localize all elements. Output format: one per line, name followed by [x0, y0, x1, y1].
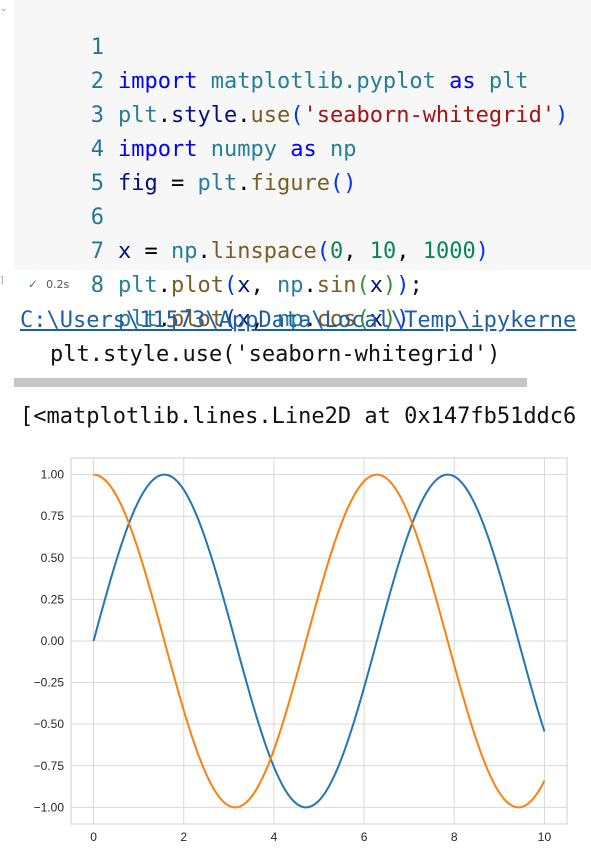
line-number: 7: [90, 239, 104, 264]
y-tick-label: −0.75: [34, 759, 65, 773]
code-cell[interactable]: ⌄ 1 import matplotlib.pyplot as plt 2 pl…: [0, 0, 591, 332]
execution-count-bracket: ]: [0, 276, 4, 286]
code-line[interactable]: 2 plt.style.use('seaborn-whitegrid'): [14, 31, 569, 128]
warning-file-link[interactable]: C:\Users\11573\AppData\Local\Temp\ipyker…: [20, 308, 577, 333]
output-result-text: [<matplotlib.lines.Line2D at 0x147fb51dd…: [20, 404, 577, 429]
line-number: 1: [90, 35, 104, 60]
line-number: 4: [90, 137, 104, 162]
cos-series-line: [93, 473, 546, 809]
code-line[interactable]: 5: [14, 133, 104, 196]
code-editor[interactable]: 1 import matplotlib.pyplot as plt 2 plt.…: [14, 0, 591, 332]
line-chart: 0 2 4 6 8 10 1.00 0.75 0.50 0.25 0.00 −0.25 −0.50 −0.…: [0, 446, 591, 858]
code-line[interactable]: 1 import matplotlib.pyplot as plt: [14, 0, 529, 94]
x-tick-label: 8: [451, 830, 458, 844]
y-tick-label: 0.25: [41, 592, 65, 606]
x-tick-label: 10: [538, 830, 552, 844]
chevron-down-icon[interactable]: ⌄: [0, 4, 8, 14]
code-line[interactable]: 4 fig = plt.figure(): [14, 99, 357, 196]
check-icon: ✓: [28, 277, 39, 291]
code-line[interactable]: 7 plt.plot(x, np.sin(x));: [14, 201, 423, 298]
y-tick-label: −1.00: [34, 800, 65, 814]
cell-status: ✓ 0.2s: [28, 276, 69, 292]
y-tick-label: 1.00: [41, 468, 65, 482]
x-tick-label: 2: [180, 830, 187, 844]
y-tick-label: −0.25: [34, 676, 65, 690]
y-tick-label: 0.50: [41, 551, 65, 565]
code-line[interactable]: 3 import numpy as np: [14, 65, 357, 162]
y-tick-label: 0.75: [41, 509, 65, 523]
code-line[interactable]: 6 x = np.linspace(0, 10, 1000): [14, 167, 489, 264]
line-number: 6: [90, 205, 104, 230]
x-tick-label: 0: [90, 830, 97, 844]
line-number: 5: [90, 171, 104, 196]
y-tick-label: −0.50: [34, 717, 65, 731]
line-number: 3: [90, 103, 104, 128]
y-tick-label: 0.00: [41, 634, 65, 648]
warning-code-line: plt.style.use('seaborn-whitegrid'): [50, 342, 501, 367]
line-number: 8: [90, 273, 104, 298]
sin-series-line: [92, 473, 546, 809]
horizontal-scrollbar[interactable]: [14, 378, 527, 387]
code-line[interactable]: 8 plt.plot(x, np.cos(x)): [14, 235, 410, 332]
x-tick-label: 4: [271, 830, 278, 844]
execution-duration: 0.2s: [46, 278, 70, 291]
x-tick-label: 6: [361, 830, 368, 844]
plot-frame: [70, 457, 568, 825]
chart-svg: 0 2 4 6 8 10 1.00 0.75 0.50 0.25 0.00 −0.25 −0.50 −0.…: [34, 457, 568, 844]
line-number: 2: [90, 69, 104, 94]
